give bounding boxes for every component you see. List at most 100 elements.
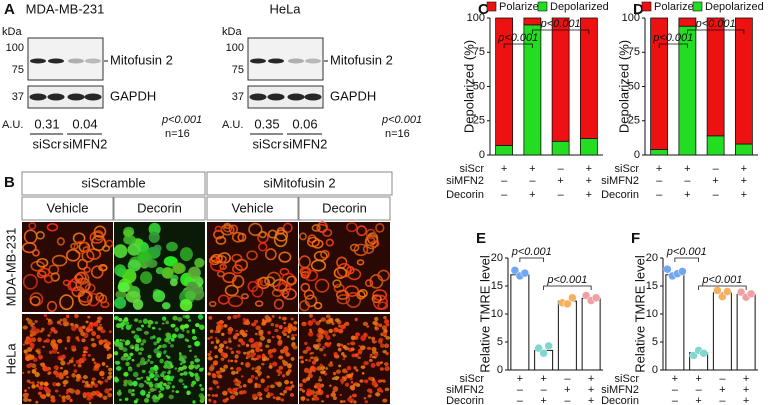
cell [291,326,298,332]
cell [60,360,66,366]
cell [81,360,85,364]
cell [200,395,206,401]
cell [91,330,97,337]
cell [240,375,244,378]
cell [185,314,190,319]
cell [313,301,323,310]
cell [278,324,283,330]
cell [240,362,244,366]
condition-mark: + [743,384,749,396]
band [68,58,84,64]
cell [194,257,205,268]
cell [168,394,174,400]
cell [325,394,330,399]
bar-segment [495,145,514,156]
cell [298,383,303,388]
cell [368,358,373,363]
cell [220,352,226,357]
cell [325,367,329,370]
cell [330,392,337,398]
cell [136,377,140,380]
bar-segment [551,17,570,142]
cell [346,365,352,371]
significance-bracket [658,43,688,48]
cell [93,361,97,365]
cell [80,331,86,337]
cell [307,369,313,375]
cell [49,320,54,325]
panel-label: F [631,230,640,247]
cell [32,249,40,257]
cell [315,390,320,395]
cell [139,347,144,352]
cell [143,330,150,335]
cell [223,364,229,369]
cell [382,398,388,403]
cell [333,354,338,359]
cell [256,354,262,360]
cell [281,359,286,363]
cell [294,333,298,336]
cell [64,347,68,350]
cell [339,343,344,347]
cell [134,346,140,352]
cell [87,324,94,330]
cell [366,325,370,328]
band [268,58,284,64]
cell [257,242,268,252]
cell [230,367,234,370]
condition-label: siScr [615,373,640,385]
significance-bracket [698,285,747,290]
legend-label: Polarized [499,1,545,13]
cell [208,315,213,320]
cell [384,319,389,324]
cell [254,367,258,370]
cell [311,318,317,323]
cell [291,384,295,388]
p-value: p<0.001 [701,274,742,286]
cell [224,284,239,297]
cell [287,324,293,329]
legend-swatch [692,1,703,12]
cell [263,387,270,393]
condition-mark: + [540,373,546,385]
cell [22,397,29,402]
cell [363,396,367,400]
cell [93,225,107,238]
cell [364,279,374,288]
blot-box [27,85,104,109]
cell [379,367,384,371]
cell [315,320,321,326]
cell [254,376,259,380]
cell [251,367,255,371]
cell [22,273,38,290]
legend-swatch [537,1,548,12]
cell [159,381,164,385]
cell [286,275,297,286]
cell [269,384,275,389]
condition-mark: – [501,189,508,201]
au-label: A.U. [222,119,243,131]
p-value: p<0.001 [695,18,736,30]
cell [170,337,175,342]
condition-mark: + [695,395,701,405]
cell [291,341,296,346]
cell [172,315,178,321]
cell [39,362,44,366]
cell [266,375,270,379]
p-value: p<0.001 [497,32,538,44]
cell [198,324,205,331]
y-axis-label: Depolarized (%) [616,40,631,133]
cell [55,382,61,387]
cell [90,380,95,384]
condition-mark: + [517,373,523,385]
kda-label: kDa [222,26,242,38]
cell [212,360,219,366]
cell [290,392,294,397]
cell [208,300,217,307]
cell [100,329,106,334]
cell [223,324,228,328]
cell [197,314,204,320]
cell [147,354,152,359]
treatment-header [298,196,391,221]
